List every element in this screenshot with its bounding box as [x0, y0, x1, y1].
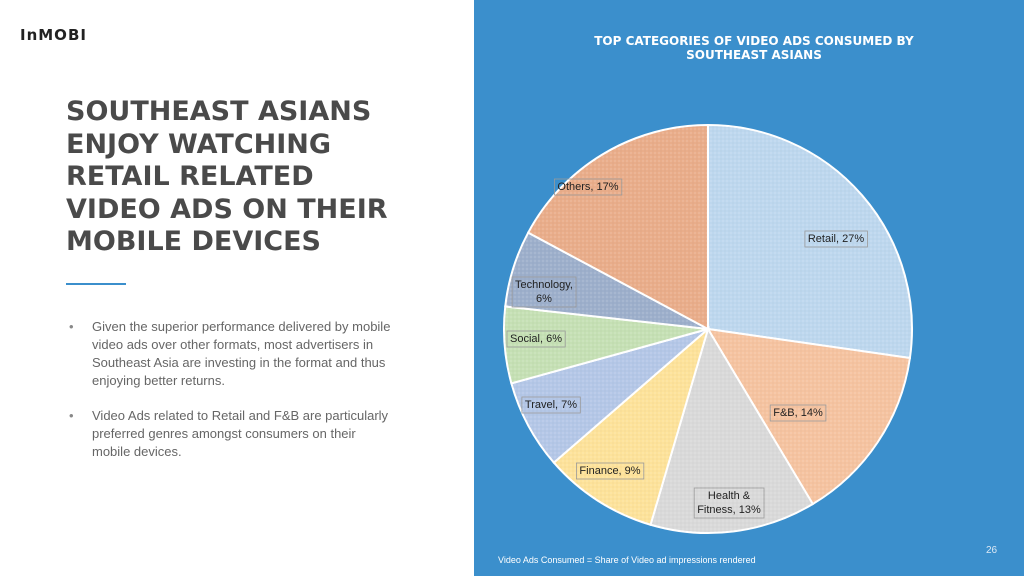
pie-label-box [511, 276, 577, 308]
page-number: 26 [986, 545, 998, 556]
pie-slice-texture [511, 329, 708, 463]
bullet-list: Given the superior performance delivered… [66, 318, 396, 478]
headline-line: VIDEO ADS ON THEIR [66, 193, 388, 225]
pie-label-box [804, 230, 868, 248]
headline-line: RETAIL RELATED [66, 161, 314, 192]
pie-data-label: Social, 6% [510, 333, 562, 345]
pie-slice-texture [650, 329, 813, 534]
pie-label-box [521, 396, 581, 414]
pie-data-label: Others, 17% [557, 181, 618, 193]
pie-label-box [769, 404, 827, 422]
pie-slice-texture [553, 329, 708, 525]
bullet-item: Video Ads related to Retail and F&B are … [66, 407, 396, 461]
pie-data-label: Finance, 9% [579, 465, 640, 477]
pie-slice-texture [505, 232, 708, 329]
pie-data-label: Technology, 6% [515, 279, 573, 305]
accent-divider [66, 283, 126, 285]
bullet-item: Given the superior performance delivered… [66, 318, 396, 390]
pie-label-box [506, 330, 566, 348]
pie-data-label: Travel, 7% [525, 399, 577, 411]
page-title: SOUTHEAST ASIANS ENJOY WATCHING RETAIL R… [66, 96, 426, 259]
footnote: Video Ads Consumed = Share of Video ad i… [498, 555, 756, 565]
pie-data-label: F&B, 14% [773, 407, 823, 419]
pie-slice-texture [708, 125, 912, 359]
pie-data-label: Retail, 27% [808, 233, 864, 245]
headline-line: ENJOY WATCHING [66, 128, 332, 160]
chart-title: TOP CATEGORIES OF VIDEO ADS CONSUMED BY … [594, 34, 914, 62]
pie-chart: Retail, 27% F&B, 14% Health & Fitness, 13% F… [503, 123, 913, 534]
pie-label-box [554, 178, 623, 196]
text-panel: InMOBI SOUTHEAST ASIANS ENJOY WATCHING R… [0, 0, 474, 576]
inmobi-logo: InMOBI [20, 26, 87, 44]
headline-line: SOUTHEAST ASIANS [66, 96, 372, 127]
pie-slice-texture [708, 329, 910, 505]
chart-panel: TOP CATEGORIES OF VIDEO ADS CONSUMED BY … [474, 0, 1024, 576]
pie-label-box [693, 487, 765, 519]
pie-slice-texture [528, 124, 708, 329]
pie-slice-texture [504, 306, 708, 384]
pie-label-box [576, 462, 645, 480]
pie-data-label: Health & Fitness, 13% [697, 490, 761, 516]
headline-line: MOBILE DEVICES [66, 226, 321, 257]
